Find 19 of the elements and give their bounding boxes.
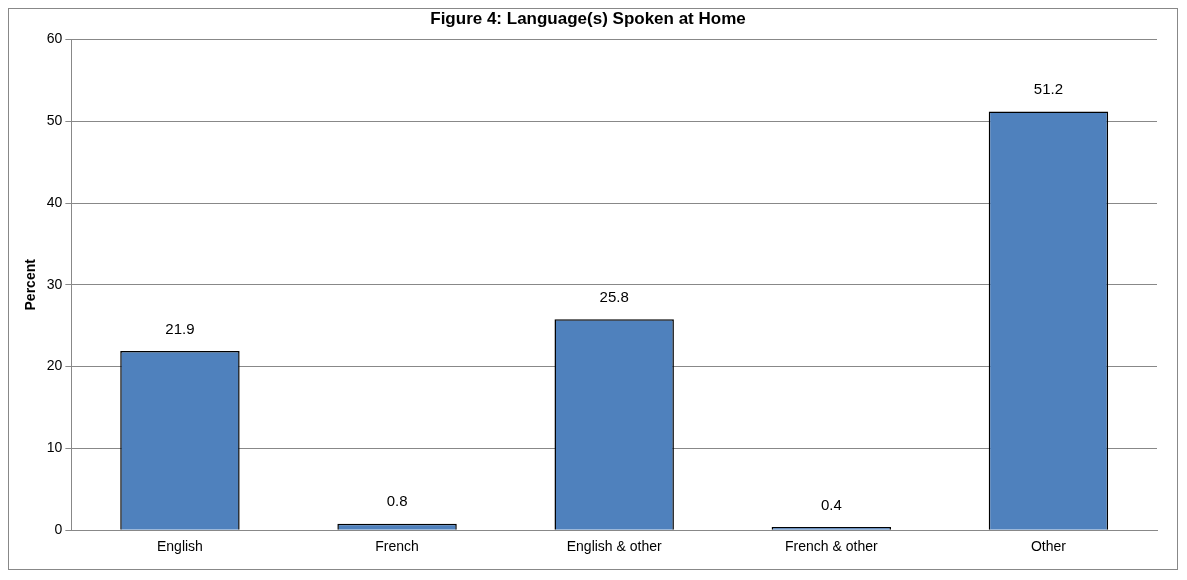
- x-tick-label: Other: [1030, 538, 1067, 555]
- y-tick-label: 60: [46, 30, 63, 47]
- y-tick-label: 40: [46, 193, 63, 210]
- x-tick-label: French: [375, 538, 419, 555]
- y-tick-label: 20: [46, 357, 63, 374]
- y-axis-title: Percent: [22, 258, 39, 311]
- x-tick-label: English: [156, 538, 203, 555]
- x-tick-label: English & other: [566, 538, 662, 555]
- x-tick-label: French & other: [785, 538, 878, 555]
- data-label: 51.2: [1033, 80, 1064, 98]
- y-tick-label: 0: [54, 521, 63, 538]
- data-label: 21.9: [165, 319, 195, 337]
- chart-title: Figure 4: Language(s) Spoken at Home: [430, 8, 746, 28]
- data-label: 0.8: [386, 492, 408, 510]
- data-label: 25.8: [599, 287, 629, 305]
- y-tick-label: 10: [46, 439, 63, 456]
- data-label: 0.4: [820, 495, 842, 513]
- y-tick-label: 50: [46, 112, 63, 129]
- y-tick-label: 30: [46, 275, 63, 292]
